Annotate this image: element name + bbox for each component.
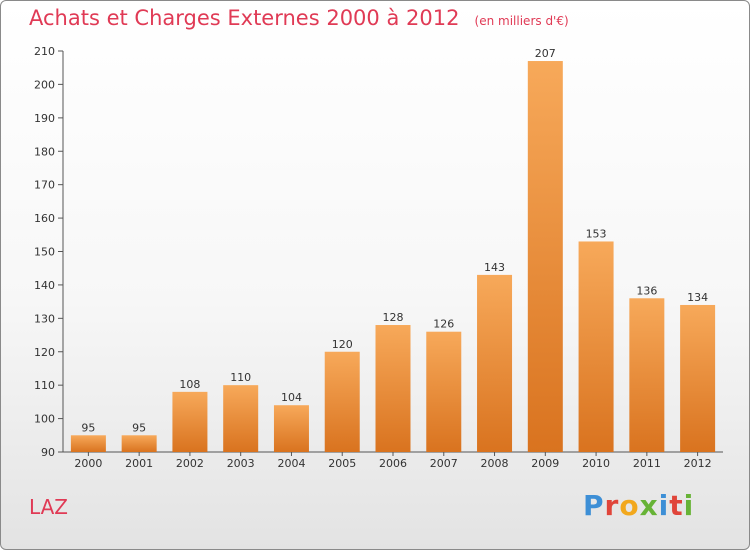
value-label-2012: 134 bbox=[687, 291, 708, 304]
x-tick-label-2004: 2004 bbox=[277, 457, 305, 470]
logo-letter: o bbox=[619, 489, 640, 522]
chart-title: Achats et Charges Externes 2000 à 2012 (… bbox=[29, 6, 569, 30]
logo-letter: t bbox=[669, 489, 684, 522]
value-label-2002: 108 bbox=[179, 378, 200, 391]
value-label-2006: 128 bbox=[383, 311, 404, 324]
x-tick-label-2008: 2008 bbox=[481, 457, 509, 470]
value-label-2011: 136 bbox=[636, 284, 657, 297]
logo-letter: i bbox=[683, 489, 695, 522]
value-label-2001: 95 bbox=[132, 421, 146, 434]
y-tick-label: 90 bbox=[41, 446, 55, 459]
value-label-2010: 153 bbox=[586, 227, 607, 240]
bar-2009 bbox=[527, 61, 563, 453]
y-tick-label: 210 bbox=[34, 45, 55, 58]
x-tick-label-2001: 2001 bbox=[125, 457, 153, 470]
x-tick-label-2012: 2012 bbox=[684, 457, 712, 470]
y-tick-label: 160 bbox=[34, 212, 55, 225]
logo-letter: r bbox=[604, 489, 620, 522]
value-label-2007: 126 bbox=[433, 318, 454, 331]
value-label-2009: 207 bbox=[535, 47, 556, 60]
y-tick-label: 110 bbox=[34, 379, 55, 392]
x-tick-label-2003: 2003 bbox=[227, 457, 255, 470]
logo-letter: i bbox=[658, 489, 670, 522]
y-tick-label: 150 bbox=[34, 246, 55, 259]
y-tick-label: 190 bbox=[34, 112, 55, 125]
y-tick-label: 120 bbox=[34, 346, 55, 359]
bar-2011 bbox=[629, 298, 665, 452]
y-tick-label: 100 bbox=[34, 413, 55, 426]
x-tick-label-2006: 2006 bbox=[379, 457, 407, 470]
proxiti-logo: Proxiti bbox=[583, 489, 694, 522]
bar-2012 bbox=[680, 304, 716, 452]
logo-letter: P bbox=[583, 489, 605, 522]
x-tick-label-2007: 2007 bbox=[430, 457, 458, 470]
y-tick-label: 200 bbox=[34, 78, 55, 91]
chart-subtitle: (en milliers d'€) bbox=[474, 14, 569, 28]
commune-name: LAZ bbox=[29, 495, 68, 519]
value-label-2003: 110 bbox=[230, 371, 251, 384]
bar-2010 bbox=[578, 241, 614, 452]
y-tick-label: 140 bbox=[34, 279, 55, 292]
bar-2000 bbox=[70, 435, 106, 452]
x-tick-label-2000: 2000 bbox=[74, 457, 102, 470]
value-label-2000: 95 bbox=[81, 421, 95, 434]
y-tick-label: 180 bbox=[34, 145, 55, 158]
value-label-2008: 143 bbox=[484, 261, 505, 274]
y-tick-label: 170 bbox=[34, 179, 55, 192]
bar-2005 bbox=[324, 351, 360, 452]
bar-2004 bbox=[273, 405, 309, 452]
x-tick-label-2002: 2002 bbox=[176, 457, 204, 470]
x-tick-label-2011: 2011 bbox=[633, 457, 661, 470]
bar-2007 bbox=[426, 331, 462, 452]
bar-2001 bbox=[121, 435, 157, 452]
logo-letter: x bbox=[639, 489, 659, 522]
bar-2006 bbox=[375, 325, 411, 452]
x-tick-label-2005: 2005 bbox=[328, 457, 356, 470]
x-tick-label-2009: 2009 bbox=[531, 457, 559, 470]
x-tick-label-2010: 2010 bbox=[582, 457, 610, 470]
chart-title-main: Achats et Charges Externes 2000 à 2012 bbox=[29, 6, 460, 30]
value-label-2005: 120 bbox=[332, 338, 353, 351]
bar-2003 bbox=[223, 385, 259, 452]
bar-2002 bbox=[172, 391, 208, 452]
value-label-2004: 104 bbox=[281, 391, 302, 404]
y-tick-label: 130 bbox=[34, 312, 55, 325]
bar-2008 bbox=[477, 274, 513, 452]
